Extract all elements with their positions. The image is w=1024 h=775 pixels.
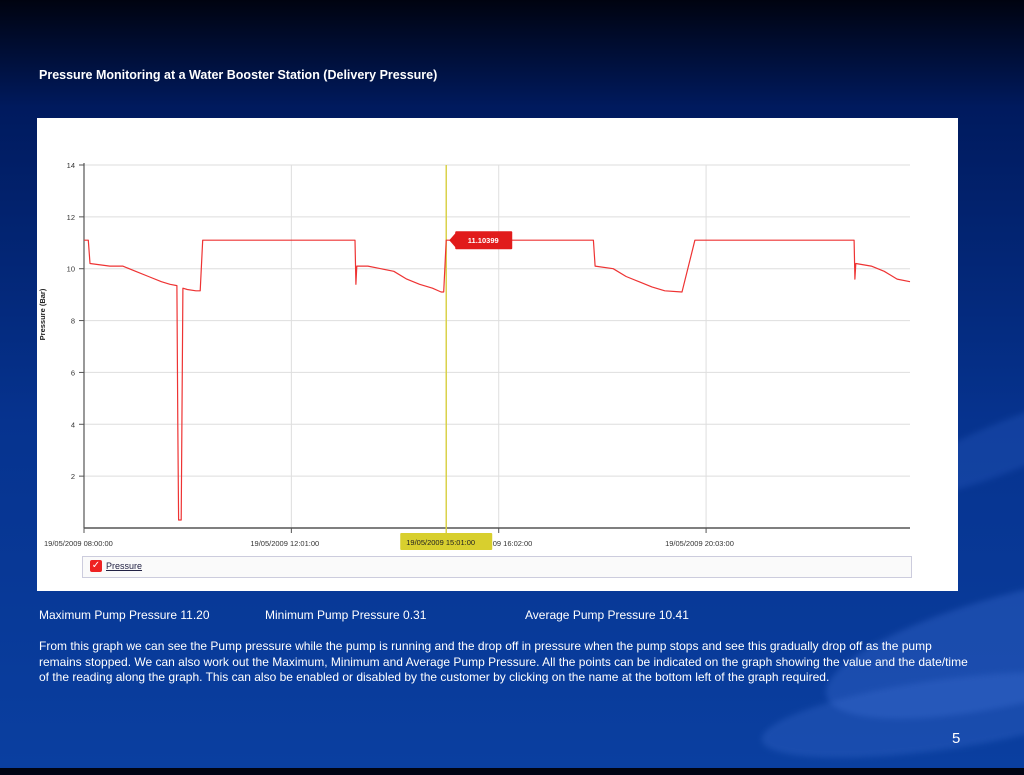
x-tick-label: 19/05/2009 12:01:00 (250, 539, 319, 548)
cursor-value-flag (455, 231, 513, 250)
y-tick-label: 6 (71, 368, 75, 377)
description-paragraph: From this graph we can see the Pump pres… (39, 639, 968, 684)
y-tick-label: 4 (71, 420, 75, 429)
chart-legend: ✓ Pressure (82, 556, 912, 578)
y-tick-label: 10 (67, 265, 75, 274)
y-tick-label: 2 (71, 472, 75, 481)
cursor-time-label: 19/05/2009 15:01:00 (406, 538, 475, 547)
cursor-time-flag (400, 533, 493, 550)
x-tick-label: 09 16:02:00 (493, 539, 533, 548)
y-tick-label: 14 (67, 161, 75, 170)
max-pressure-text: Maximum Pump Pressure 11.20 (39, 608, 210, 622)
avg-pressure-text: Average Pump Pressure 10.41 (525, 608, 689, 622)
cursor-value-flag-pointer (449, 232, 457, 249)
min-pressure-text: Minimum Pump Pressure 0.31 (265, 608, 427, 622)
cursor-value-label: 11.10399 (468, 236, 499, 245)
chart-panel: 2 4 6 8 10 12 14 19/05/2009 08:00:00 19/05/2009 … (37, 118, 958, 591)
y-tick-label: 12 (67, 213, 75, 222)
legend-checkbox[interactable]: ✓ (90, 560, 102, 572)
pressure-chart: 2 4 6 8 10 12 14 19/05/2009 08:00:00 19/05/2009 … (38, 161, 911, 550)
y-axis-label: Pressure (Bar) (38, 288, 47, 340)
x-tick-label: 19/05/2009 20:03:00 (665, 539, 734, 548)
y-tick-label: 8 (71, 317, 75, 326)
series-line-pressure (84, 239, 911, 521)
page-number: 5 (952, 730, 961, 747)
slide-title: Pressure Monitoring at a Water Booster S… (39, 68, 438, 82)
x-tick-label: 19/05/2009 08:00:00 (44, 539, 113, 548)
legend-label-pressure[interactable]: Pressure (106, 561, 143, 571)
